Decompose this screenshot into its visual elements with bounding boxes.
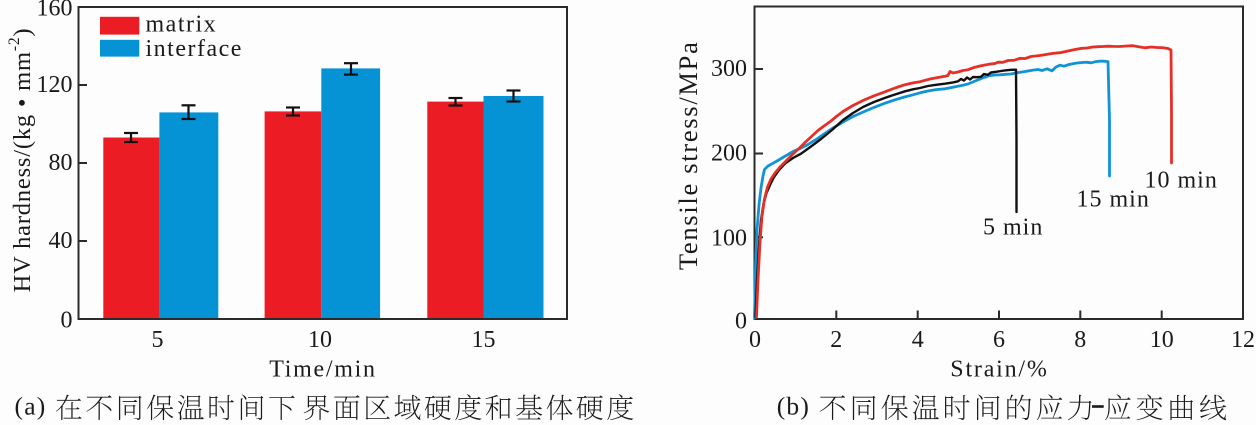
svg-text:15 min: 15 min bbox=[1077, 187, 1150, 213]
svg-text:Tensile stress/MPa: Tensile stress/MPa bbox=[673, 40, 703, 270]
svg-text:HV hardness/(kg • mm-2): HV hardness/(kg • mm-2) bbox=[6, 28, 36, 293]
svg-text:Time/min: Time/min bbox=[269, 357, 376, 383]
svg-text:0: 0 bbox=[749, 327, 761, 353]
svg-text:5: 5 bbox=[152, 327, 164, 353]
svg-text:5 min: 5 min bbox=[983, 215, 1043, 241]
svg-text:Strain/%: Strain/% bbox=[950, 357, 1048, 383]
svg-text:0: 0 bbox=[61, 308, 73, 334]
svg-text:4: 4 bbox=[912, 327, 924, 353]
svg-text:120: 120 bbox=[37, 72, 73, 98]
svg-text:15: 15 bbox=[472, 327, 496, 353]
svg-text:matrix: matrix bbox=[146, 12, 218, 38]
svg-text:12: 12 bbox=[1231, 327, 1255, 353]
svg-text:10 min: 10 min bbox=[1145, 168, 1218, 194]
svg-text:160: 160 bbox=[37, 0, 73, 22]
svg-text:0: 0 bbox=[735, 309, 747, 335]
svg-text:40: 40 bbox=[49, 228, 73, 254]
svg-text:200: 200 bbox=[711, 141, 747, 167]
svg-text:10: 10 bbox=[1150, 327, 1174, 353]
svg-text:(a): (a) bbox=[15, 392, 47, 421]
svg-text:100: 100 bbox=[711, 225, 747, 251]
svg-text:300: 300 bbox=[711, 56, 747, 82]
svg-text:10: 10 bbox=[308, 327, 332, 353]
svg-text:8: 8 bbox=[1074, 327, 1086, 353]
svg-text:2: 2 bbox=[830, 327, 842, 353]
svg-text:80: 80 bbox=[49, 150, 73, 176]
svg-text:interface: interface bbox=[146, 36, 243, 62]
svg-text:(b): (b) bbox=[777, 392, 810, 421]
svg-text:6: 6 bbox=[993, 327, 1005, 353]
